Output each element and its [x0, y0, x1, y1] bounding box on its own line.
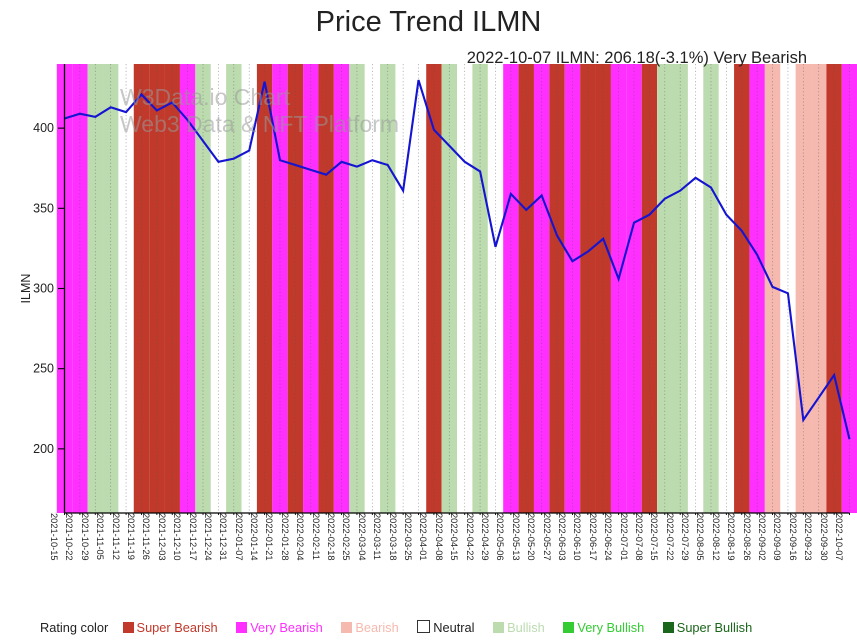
svg-text:200: 200	[33, 442, 54, 456]
svg-text:Web3 Data & NFT Platform: Web3 Data & NFT Platform	[120, 111, 399, 137]
svg-text:250: 250	[33, 362, 54, 376]
svg-text:W3Data.io Chart: W3Data.io Chart	[120, 84, 291, 110]
svg-text:400: 400	[33, 121, 54, 135]
svg-text:300: 300	[33, 282, 54, 296]
svg-text:ILMN: ILMN	[19, 274, 33, 304]
svg-text:350: 350	[33, 201, 54, 215]
